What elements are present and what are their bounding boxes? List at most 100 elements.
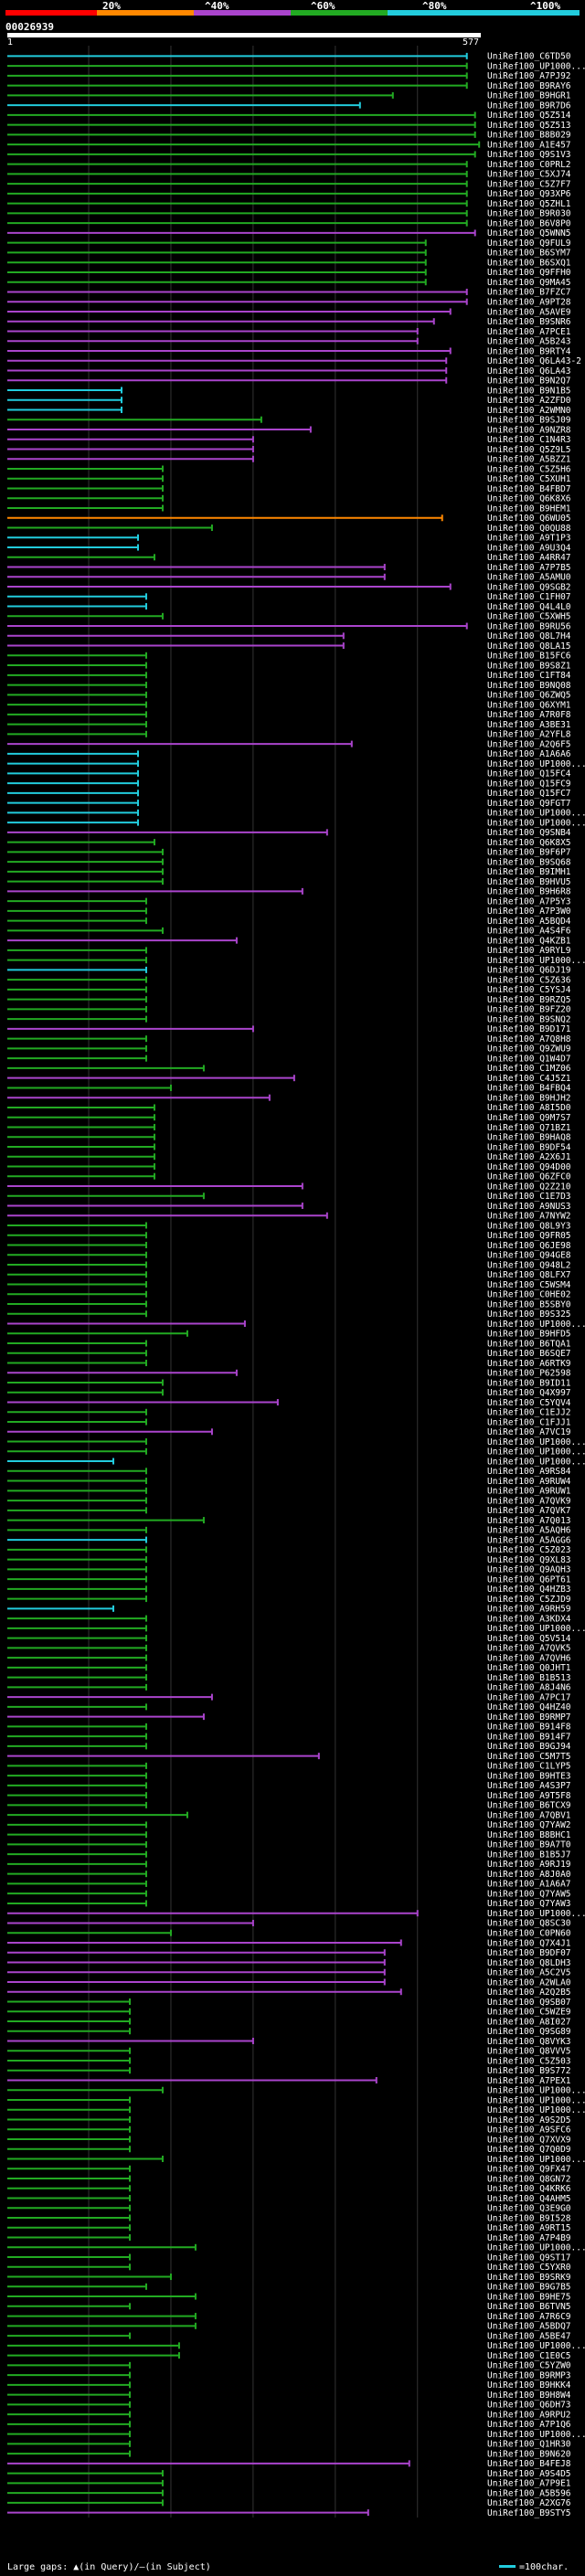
- hit-label[interactable]: UniRef100_B9G7B5: [487, 2283, 571, 2293]
- hit-row[interactable]: UniRef100_A2WLA0: [7, 1977, 571, 1988]
- hit-label[interactable]: UniRef100_Q7YAW5: [487, 1889, 571, 1899]
- hit-row[interactable]: UniRef100_Q1HR30: [7, 2440, 571, 2450]
- hit-label[interactable]: UniRef100_A8J4N6: [487, 1683, 571, 1693]
- hit-row[interactable]: UniRef100_Q94D00: [7, 1162, 571, 1172]
- hit-label[interactable]: UniRef100_UP1000...: [487, 1437, 585, 1447]
- hit-row[interactable]: UniRef100_A9SFC6: [7, 2125, 571, 2136]
- hit-label[interactable]: UniRef100_A5BZZ1: [487, 455, 571, 465]
- hit-label[interactable]: UniRef100_B9STY5: [487, 2508, 571, 2518]
- hit-row[interactable]: UniRef100_Q8LDH3: [7, 1958, 571, 1968]
- hit-row[interactable]: UniRef100_A2X6J1: [7, 1152, 571, 1162]
- hit-label[interactable]: UniRef100_Q9AQH3: [487, 1565, 571, 1575]
- hit-label[interactable]: UniRef100_Q0JHT1: [487, 1663, 571, 1673]
- hit-label[interactable]: UniRef100_B9HAQ8: [487, 1133, 571, 1143]
- hit-label[interactable]: UniRef100_B914F7: [487, 1732, 571, 1742]
- hit-label[interactable]: UniRef100_C0PRL2: [487, 160, 571, 170]
- hit-row[interactable]: UniRef100_B6TQA1: [7, 1339, 571, 1349]
- hit-row[interactable]: UniRef100_A9RH59: [7, 1605, 571, 1615]
- hit-row[interactable]: UniRef100_Q7YAW2: [7, 1820, 571, 1830]
- hit-label[interactable]: UniRef100_C5Z636: [487, 975, 571, 985]
- hit-label[interactable]: UniRef100_Q9FR05: [487, 1231, 571, 1241]
- hit-label[interactable]: UniRef100_UP1000...: [487, 759, 585, 769]
- hit-label[interactable]: UniRef100_Q6DH73: [487, 2401, 571, 2411]
- hit-row[interactable]: UniRef100_Q9XL83: [7, 1555, 571, 1565]
- hit-label[interactable]: UniRef100_A7Q8H8: [487, 1034, 571, 1044]
- hit-label[interactable]: UniRef100_A9RT15: [487, 2223, 571, 2233]
- hit-label[interactable]: UniRef100_B9HE75: [487, 2292, 571, 2302]
- hit-label[interactable]: UniRef100_A4S3P7: [487, 1781, 571, 1791]
- hit-row[interactable]: UniRef100_UP1000...: [7, 1447, 585, 1458]
- hit-label[interactable]: UniRef100_Q3E9G0: [487, 2204, 571, 2214]
- hit-row[interactable]: UniRef100_A8I027: [7, 2017, 571, 2027]
- hit-row[interactable]: UniRef100_A9RYL9: [7, 946, 571, 956]
- hit-label[interactable]: UniRef100_A5BQD4: [487, 917, 571, 927]
- hit-row[interactable]: UniRef100_UP1000...: [7, 2086, 585, 2096]
- hit-label[interactable]: UniRef100_B8B029: [487, 131, 571, 141]
- hit-row[interactable]: UniRef100_Q0QU88: [7, 524, 571, 534]
- hit-label[interactable]: UniRef100_C5XWH5: [487, 612, 571, 622]
- hit-row[interactable]: UniRef100_UP1000...: [7, 1457, 585, 1467]
- hit-row[interactable]: UniRef100_A5C2V5: [7, 1968, 571, 1978]
- hit-row[interactable]: UniRef100_B7FZC7: [7, 288, 571, 298]
- hit-row[interactable]: UniRef100_A8J0A0: [7, 1870, 571, 1880]
- hit-row[interactable]: UniRef100_Q4KZB1: [7, 936, 571, 946]
- hit-label[interactable]: UniRef100_B9HGR1: [487, 91, 571, 101]
- hit-row[interactable]: UniRef100_A7QVH6: [7, 1653, 571, 1663]
- hit-label[interactable]: UniRef100_B4FBD7: [487, 484, 571, 494]
- hit-row[interactable]: UniRef100_B9SRK9: [7, 2273, 571, 2283]
- hit-label[interactable]: UniRef100_A9S2D5: [487, 2115, 571, 2125]
- hit-label[interactable]: UniRef100_B1B5J7: [487, 1850, 571, 1860]
- hit-label[interactable]: UniRef100_Q5WNN5: [487, 228, 571, 239]
- hit-label[interactable]: UniRef100_Q9ZWU9: [487, 1044, 571, 1055]
- hit-row[interactable]: UniRef100_B9SNQ2: [7, 1014, 571, 1024]
- hit-label[interactable]: UniRef100_A5BE47: [487, 2331, 571, 2341]
- hit-label[interactable]: UniRef100_A9RUW4: [487, 1477, 571, 1487]
- hit-label[interactable]: UniRef100_UP1000...: [487, 2095, 585, 2105]
- hit-row[interactable]: UniRef100_C5Z7F7: [7, 179, 571, 189]
- hit-row[interactable]: UniRef100_A9RJ19: [7, 1860, 571, 1870]
- hit-row[interactable]: UniRef100_A9U3Q4: [7, 543, 571, 553]
- hit-row[interactable]: UniRef100_B914F8: [7, 1723, 571, 1733]
- hit-label[interactable]: UniRef100_Q5Z514: [487, 111, 571, 121]
- hit-label[interactable]: UniRef100_UP1000...: [487, 2086, 585, 2096]
- hit-label[interactable]: UniRef100_A8J0A0: [487, 1870, 571, 1880]
- hit-label[interactable]: UniRef100_Q93XP6: [487, 189, 571, 199]
- hit-row[interactable]: UniRef100_Q9ST17: [7, 2253, 571, 2263]
- hit-label[interactable]: UniRef100_UP1000...: [487, 818, 585, 828]
- hit-label[interactable]: UniRef100_A9RH59: [487, 1605, 571, 1615]
- hit-row[interactable]: UniRef100_Q7YAW3: [7, 1899, 571, 1909]
- hit-row[interactable]: UniRef100_B8B029: [7, 131, 571, 141]
- hit-label[interactable]: UniRef100_Q8LFX7: [487, 1270, 571, 1280]
- hit-row[interactable]: UniRef100_Q9FR05: [7, 1231, 571, 1241]
- hit-row[interactable]: UniRef100_B9IMH1: [7, 867, 571, 877]
- hit-row[interactable]: UniRef100_A2Q6F5: [7, 739, 571, 749]
- hit-label[interactable]: UniRef100_B9RU56: [487, 621, 571, 631]
- hit-label[interactable]: UniRef100_Q9XL83: [487, 1555, 571, 1565]
- hit-row[interactable]: UniRef100_A2YFL8: [7, 730, 571, 740]
- hit-label[interactable]: UniRef100_B9N620: [487, 2449, 571, 2459]
- hit-label[interactable]: UniRef100_B9S772: [487, 2066, 571, 2076]
- hit-row[interactable]: UniRef100_C5YXR0: [7, 2263, 571, 2273]
- hit-label[interactable]: UniRef100_UP1000...: [487, 61, 585, 71]
- hit-label[interactable]: UniRef100_UP1000...: [487, 2341, 585, 2351]
- hit-label[interactable]: UniRef100_Q9FFH0: [487, 268, 571, 278]
- hit-row[interactable]: UniRef100_Q6JE98: [7, 1241, 571, 1251]
- hit-row[interactable]: UniRef100_Q71BZ1: [7, 1123, 571, 1133]
- hit-label[interactable]: UniRef100_A8I027: [487, 2017, 571, 2027]
- hit-row[interactable]: UniRef100_Q6WU05: [7, 514, 571, 524]
- hit-row[interactable]: UniRef100_B4FBQ4: [7, 1084, 571, 1094]
- hit-row[interactable]: UniRef100_A7P4B9: [7, 2233, 571, 2243]
- hit-label[interactable]: UniRef100_Q6ZFC0: [487, 1172, 571, 1182]
- hit-label[interactable]: UniRef100_A7PJ92: [487, 71, 571, 81]
- hit-label[interactable]: UniRef100_Q4HZB3: [487, 1585, 571, 1595]
- hit-row[interactable]: UniRef100_Q9FX47: [7, 2165, 571, 2175]
- hit-label[interactable]: UniRef100_B5SBY0: [487, 1299, 571, 1309]
- hit-label[interactable]: UniRef100_UP1000...: [487, 2155, 585, 2165]
- hit-row[interactable]: UniRef100_B9RZQ5: [7, 995, 571, 1005]
- hit-label[interactable]: UniRef100_C5YSJ4: [487, 985, 571, 995]
- hit-label[interactable]: UniRef100_C5YZW0: [487, 2361, 571, 2371]
- hit-label[interactable]: UniRef100_A7VC19: [487, 1427, 571, 1437]
- hit-label[interactable]: UniRef100_A5B596: [487, 2488, 571, 2498]
- hit-row[interactable]: UniRef100_Q94GE8: [7, 1251, 571, 1261]
- hit-label[interactable]: UniRef100_B9H8W4: [487, 2390, 571, 2401]
